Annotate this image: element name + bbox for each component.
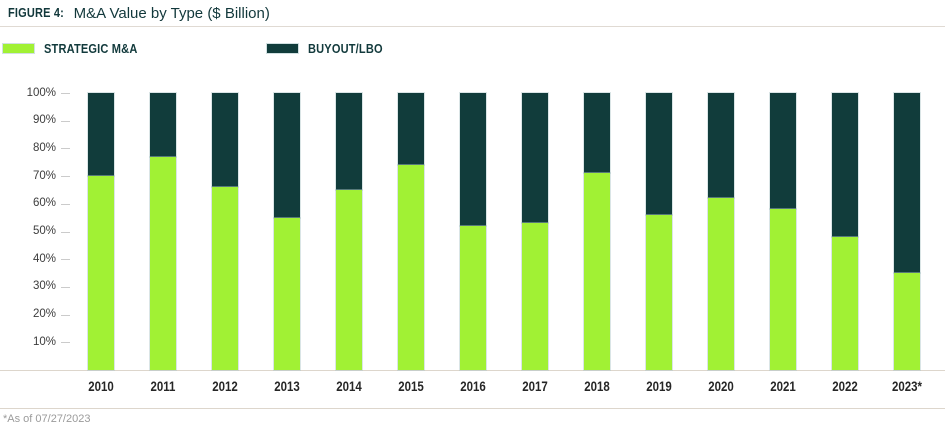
y-axis-tick <box>61 286 70 288</box>
buyout-segment <box>769 91 797 211</box>
stacked-bar-2020 <box>707 91 735 371</box>
y-axis-tick <box>61 259 70 261</box>
x-axis-label: 2023* <box>891 379 922 394</box>
legend-label-strategic: STRATEGIC M&A <box>44 40 138 56</box>
stacked-bar-2013 <box>273 92 301 371</box>
buyout-segment <box>273 92 301 219</box>
y-axis-label: 80% <box>32 141 56 154</box>
legend-item-strategic: STRATEGIC M&A <box>2 40 154 56</box>
y-axis-tick <box>61 93 70 94</box>
chart-legend: STRATEGIC M&A BUYOUT/LBO <box>0 40 945 56</box>
strategic-segment <box>645 213 673 371</box>
x-axis-label: 2012 <box>212 379 238 394</box>
footnote: *As of 07/27/2023 <box>3 413 91 425</box>
stacked-bar-2017 <box>521 91 549 371</box>
stacked-bar-2018 <box>583 91 611 371</box>
buyout-segment <box>893 91 921 275</box>
y-axis-tick <box>61 203 70 205</box>
strategic-segment <box>211 186 239 371</box>
strategic-segment <box>335 188 363 371</box>
buyout-segment <box>707 91 735 200</box>
bottom-divider <box>0 408 945 409</box>
buyout-segment <box>521 91 549 225</box>
y-axis-label: 90% <box>32 114 56 127</box>
buyout-segment <box>645 92 673 216</box>
stacked-bar-2021 <box>769 91 797 371</box>
y-axis-tick <box>61 314 70 316</box>
x-axis-label: 2011 <box>150 379 176 394</box>
strategic-segment <box>521 222 549 371</box>
x-axis-labels: 2010 2011 2012 2013 2014 2015 2016 2017 2018 2019… <box>0 379 945 399</box>
strategic-segment <box>831 236 859 371</box>
strategic-segment <box>893 272 921 371</box>
y-axis-label: 60% <box>32 197 56 210</box>
y-axis-label: 20% <box>32 308 56 321</box>
x-axis-label: 2019 <box>646 379 672 394</box>
strategic-segment <box>707 197 735 371</box>
strategic-segment <box>397 164 425 371</box>
legend-label-buyout: BUYOUT/LBO <box>308 40 383 56</box>
x-axis-label: 2021 <box>770 379 796 394</box>
figure-number-label: FIGURE 4: <box>8 6 64 20</box>
y-axis-tick <box>61 342 70 344</box>
buyout-segment <box>149 92 177 158</box>
stacked-bar-2010 <box>87 91 115 371</box>
y-axis-label: 50% <box>32 225 56 237</box>
buyout-segment <box>583 91 611 175</box>
buyout-segment <box>831 91 859 239</box>
stacked-bar-2023 <box>893 91 921 371</box>
y-axis-tick <box>61 176 70 178</box>
strategic-segment <box>459 224 487 371</box>
x-axis-label: 2015 <box>398 379 424 394</box>
x-axis-label: 2017 <box>522 379 548 394</box>
buyout-segment <box>397 91 425 167</box>
y-axis-tick <box>61 120 70 122</box>
y-axis-label: 30% <box>32 280 56 293</box>
x-axis-baseline <box>0 370 945 371</box>
x-axis-label: 2020 <box>708 379 734 394</box>
strategic-segment <box>583 172 611 371</box>
x-axis-label: 2018 <box>584 379 610 394</box>
stacked-bar-2022 <box>831 91 859 371</box>
y-axis-tick <box>61 231 70 233</box>
y-axis-label: 40% <box>32 252 56 265</box>
y-axis-label: 100% <box>26 86 56 99</box>
x-axis-label: 2010 <box>88 379 114 394</box>
plot-area: 100% 90% 80% 70% 60% 50% 40% 30% 20% 10% <box>0 87 945 371</box>
x-axis-label: 2016 <box>460 379 486 394</box>
strategic-segment <box>149 155 177 371</box>
y-axis-tick <box>61 148 70 150</box>
strategic-segment <box>273 216 301 371</box>
strategic-swatch-icon <box>2 42 35 54</box>
figure-header: FIGURE 4: M&A Value by Type ($ Billion) <box>0 0 945 27</box>
buyout-segment <box>211 91 239 189</box>
x-axis-label: 2013 <box>274 379 300 394</box>
y-axis-label: 10% <box>32 335 56 348</box>
buyout-segment <box>335 92 363 191</box>
strategic-segment <box>769 208 797 371</box>
buyout-swatch-icon <box>266 42 299 54</box>
stacked-bar-2019 <box>645 92 673 371</box>
stacked-bar-2014 <box>335 92 363 371</box>
legend-item-buyout: BUYOUT/LBO <box>266 40 396 56</box>
x-axis-label: 2022 <box>832 379 858 394</box>
stacked-bar-2015 <box>397 91 425 371</box>
stacked-bar-2011 <box>149 92 177 371</box>
x-axis-label: 2014 <box>336 379 362 394</box>
buyout-segment <box>87 91 115 178</box>
strategic-segment <box>87 175 115 371</box>
y-axis-label: 70% <box>32 169 56 182</box>
stacked-bar-2012 <box>211 91 239 371</box>
figure-title: M&A Value by Type ($ Billion) <box>73 4 270 22</box>
buyout-segment <box>459 92 487 227</box>
stacked-bar-2016 <box>459 92 487 371</box>
